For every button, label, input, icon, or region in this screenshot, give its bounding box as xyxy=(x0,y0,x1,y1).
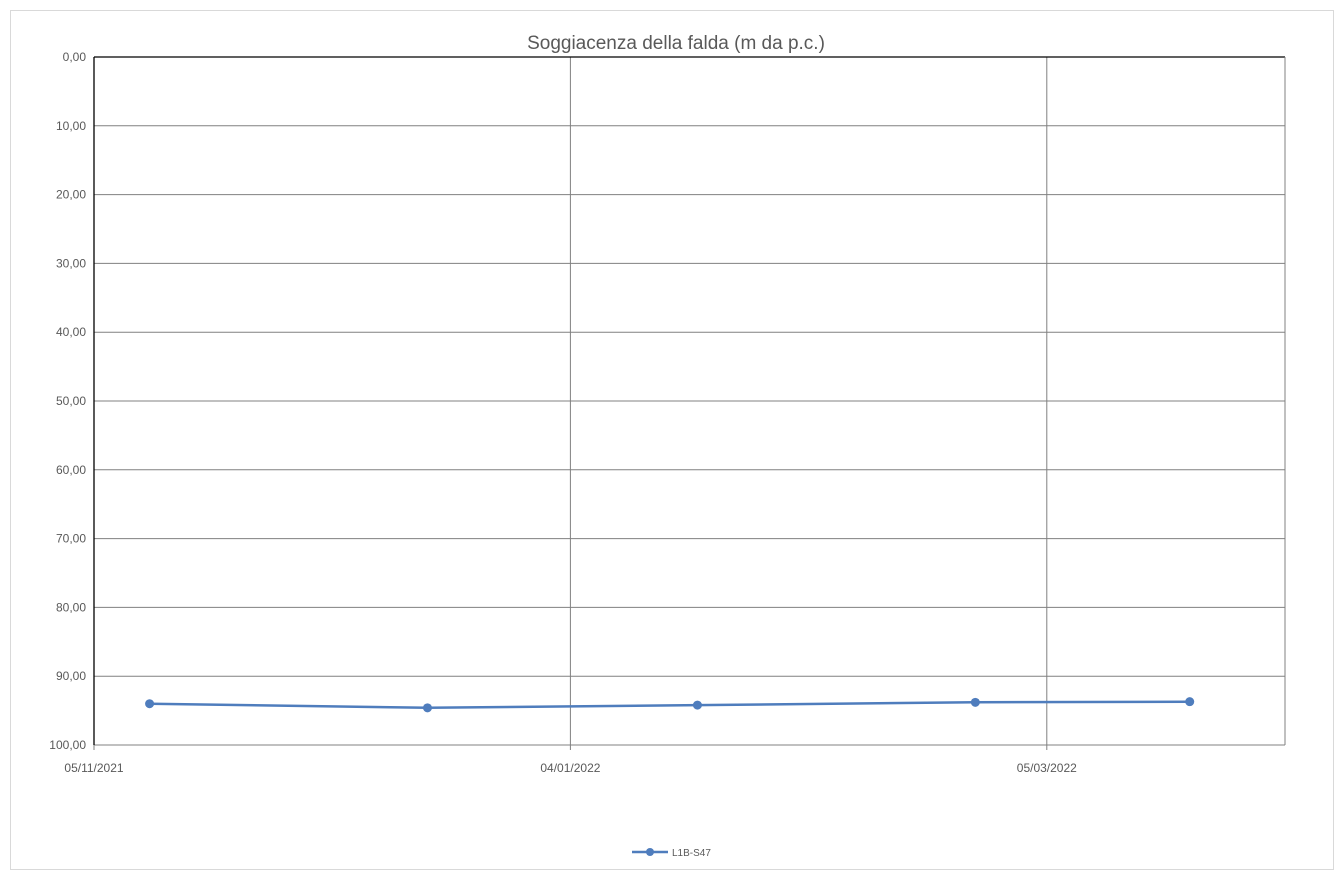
y-tick-label: 80,00 xyxy=(56,600,86,614)
legend-label: L1B-S47 xyxy=(672,848,711,859)
x-tick-label: 04/01/2022 xyxy=(540,761,600,775)
y-tick-label: 40,00 xyxy=(56,325,86,339)
data-point[interactable] xyxy=(692,700,702,710)
y-axis-ticks: 0,00 10,00 20,00 30,00 40,00 50,00 60,00 70,00 8… xyxy=(49,50,86,752)
x-tick-label: 05/03/2022 xyxy=(1017,761,1077,775)
legend-marker xyxy=(646,848,654,856)
data-point[interactable] xyxy=(422,703,432,713)
chart-title: Soggiacenza della falda (m da p.c.) xyxy=(527,33,825,54)
y-tick-label: 10,00 xyxy=(56,119,86,133)
grid xyxy=(93,56,1285,746)
data-point[interactable] xyxy=(1185,697,1195,707)
data-point[interactable] xyxy=(145,699,155,709)
series-line xyxy=(149,700,1190,710)
chart-frame xyxy=(10,10,1334,870)
y-tick-label: 90,00 xyxy=(56,669,86,683)
axes xyxy=(93,56,1286,750)
y-tick-label: 20,00 xyxy=(56,188,86,202)
x-tick-label: 05/11/2021 xyxy=(64,761,123,775)
series xyxy=(145,697,1195,713)
y-tick-label: 70,00 xyxy=(56,532,86,546)
x-axis-ticks: 05/11/2021 04/01/2022 05/03/2022 xyxy=(64,761,1077,775)
y-tick-label: 100,00 xyxy=(49,738,86,752)
y-tick-label: 0,00 xyxy=(63,50,87,64)
y-tick-label: 50,00 xyxy=(56,394,86,408)
data-point[interactable] xyxy=(970,697,980,707)
y-tick-label: 60,00 xyxy=(56,463,86,477)
legend[interactable]: L1B-S47 xyxy=(632,848,711,859)
y-tick-label: 30,00 xyxy=(56,256,86,270)
